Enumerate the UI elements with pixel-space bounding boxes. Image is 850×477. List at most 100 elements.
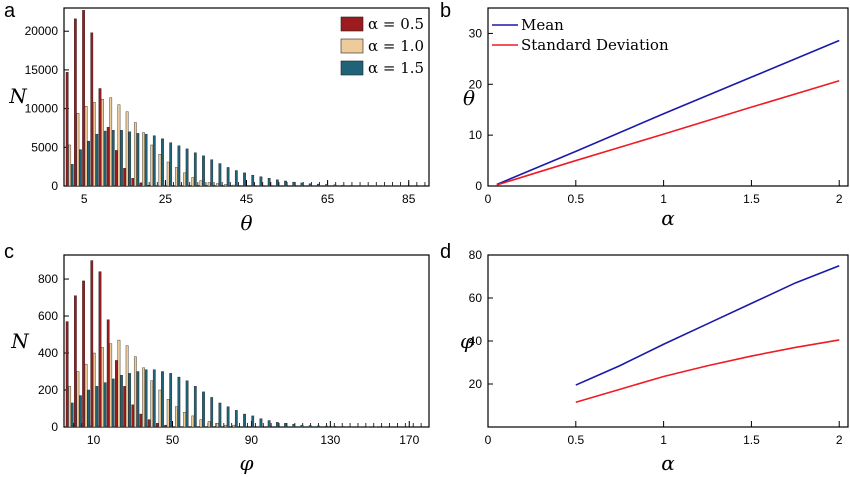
y-tick-label: 0 <box>475 179 482 193</box>
bar-1-5-bin-4 <box>103 382 107 428</box>
bar-1-5-bin-0 <box>70 402 74 428</box>
bar-1-5-bin-32 <box>333 184 337 187</box>
x-axis-label: α <box>661 451 675 475</box>
x-tick-label: 1.5 <box>743 192 760 206</box>
bar-1-5-bin-21 <box>243 413 246 428</box>
legend-swatch <box>340 16 364 32</box>
x-tick-label: 0 <box>485 192 492 206</box>
x-axis-label: θ <box>240 211 252 235</box>
bar-1-5-bin-20 <box>234 410 238 428</box>
bar-0-5-bin-7 <box>123 167 126 187</box>
x-tick-label: 130 <box>320 433 340 447</box>
histogram-phi: 0 200 400 600 800 10 50 90 130 170 φ N <box>10 254 430 475</box>
bar-1-0-bin-12 <box>166 399 170 428</box>
legend-label: α = 0.5 <box>368 15 424 33</box>
bar-1-5-bin-23 <box>259 176 263 187</box>
bar-1-0-bin-15 <box>191 415 195 428</box>
y-tick-label: 600 <box>38 309 58 323</box>
x-tick-label: 2 <box>836 192 843 206</box>
bar-1-5-bin-5 <box>111 130 115 187</box>
bar-0-5-bin-2 <box>82 10 85 187</box>
bar-1-5-bin-20 <box>234 170 238 187</box>
bar-1-5-bin-6 <box>120 375 123 428</box>
x-tick-label: 1 <box>660 192 667 206</box>
bar-1-5-bin-11 <box>161 371 164 428</box>
y-tick-label: 400 <box>38 346 58 360</box>
bar-1-0-bin-16 <box>199 180 203 187</box>
bar-1-0-bin-2 <box>84 363 88 428</box>
bar-0-5-bin-6 <box>115 150 118 187</box>
y-tick-label: 20000 <box>25 24 59 38</box>
x-tick-label: 10 <box>87 433 101 447</box>
bar-0-5-bin-1 <box>73 295 77 428</box>
bar-1-5-bin-24 <box>267 420 271 428</box>
bar-1-0-bin-5 <box>109 97 113 187</box>
x-axis-label: α <box>661 206 675 230</box>
bar-1-5-bin-2 <box>87 140 91 187</box>
bar-1-5-bin-2 <box>87 389 91 428</box>
bar-0-5-bin-12 <box>164 424 167 428</box>
legend-label: Mean <box>521 16 564 34</box>
bar-1-5-bin-15 <box>193 386 197 428</box>
bar-1-0-bin-8 <box>133 122 137 187</box>
y-tick-label: 200 <box>38 383 58 397</box>
bar-0-5-bin-6 <box>115 360 118 428</box>
panel-label-c: c <box>4 241 14 263</box>
bar-1-0-bin-19 <box>224 424 227 428</box>
series-line-mean <box>496 39 840 186</box>
bar-1-5-bin-9 <box>144 133 148 187</box>
y-tick-label: 20 <box>469 377 483 391</box>
y-tick-label: 0 <box>51 420 58 434</box>
bar-1-5-bin-30 <box>317 425 320 428</box>
x-tick-label: 0 <box>485 433 492 447</box>
bar-0-5-bin-10 <box>147 185 151 187</box>
bar-1-5-bin-6 <box>120 130 123 187</box>
bar-1-5-bin-31 <box>325 184 328 187</box>
bar-1-0-bin-0 <box>68 144 72 187</box>
panel-label-a: a <box>4 0 16 22</box>
bar-1-0-bin-4 <box>101 347 104 428</box>
y-tick-label: 800 <box>38 272 58 286</box>
bar-1-0-bin-16 <box>199 419 203 428</box>
y-axis-label: θ <box>463 86 475 110</box>
x-tick-label: 65 <box>321 192 335 206</box>
bar-1-5-bin-16 <box>202 391 205 428</box>
x-tick-label: 25 <box>159 192 173 206</box>
bar-1-0-bin-15 <box>191 177 195 187</box>
bar-0-5-bin-2 <box>82 280 85 428</box>
bar-1-0-bin-2 <box>84 106 88 187</box>
bar-1-5-bin-17 <box>210 159 214 187</box>
bar-1-5-bin-26 <box>284 180 287 187</box>
bar-1-5-bin-13 <box>177 376 181 428</box>
bar-1-5-bin-31 <box>325 425 328 428</box>
bar-0-5-bin-0 <box>65 321 69 428</box>
x-tick-label: 0.5 <box>567 433 584 447</box>
bar-1-5-bin-22 <box>251 174 255 187</box>
y-tick-label: 30 <box>469 26 483 40</box>
legend-swatch <box>340 60 364 76</box>
bar-1-0-bin-3 <box>92 352 96 428</box>
bar-1-5-bin-18 <box>218 163 222 187</box>
x-tick-label: 45 <box>240 192 254 206</box>
line-chart-theta: 0 10 20 30 0 0.5 1 1.5 2 α θ Mean Standard Deviation <box>463 7 849 230</box>
bar-1-0-bin-0 <box>68 386 72 428</box>
bar-1-5-bin-24 <box>267 178 271 187</box>
bar-1-0-bin-9 <box>142 367 145 428</box>
bar-1-0-bin-10 <box>150 380 154 428</box>
bar-0-5-bin-8 <box>131 404 135 428</box>
bar-1-5-bin-25 <box>275 179 279 187</box>
bar-1-5-bin-13 <box>177 145 181 187</box>
bar-1-5-bin-16 <box>202 155 205 187</box>
series-line-standard-deviation <box>575 339 840 404</box>
bar-1-5-bin-28 <box>300 424 304 428</box>
x-tick-label: 5 <box>81 192 88 206</box>
bar-1-0-bin-11 <box>158 154 162 187</box>
bar-1-0-bin-13 <box>174 406 178 428</box>
bar-1-5-bin-23 <box>259 418 263 428</box>
bar-1-5-bin-1 <box>79 149 82 187</box>
bar-1-5-bin-15 <box>193 152 197 187</box>
bar-1-0-bin-11 <box>158 389 162 428</box>
bar-1-5-bin-30 <box>317 183 320 187</box>
